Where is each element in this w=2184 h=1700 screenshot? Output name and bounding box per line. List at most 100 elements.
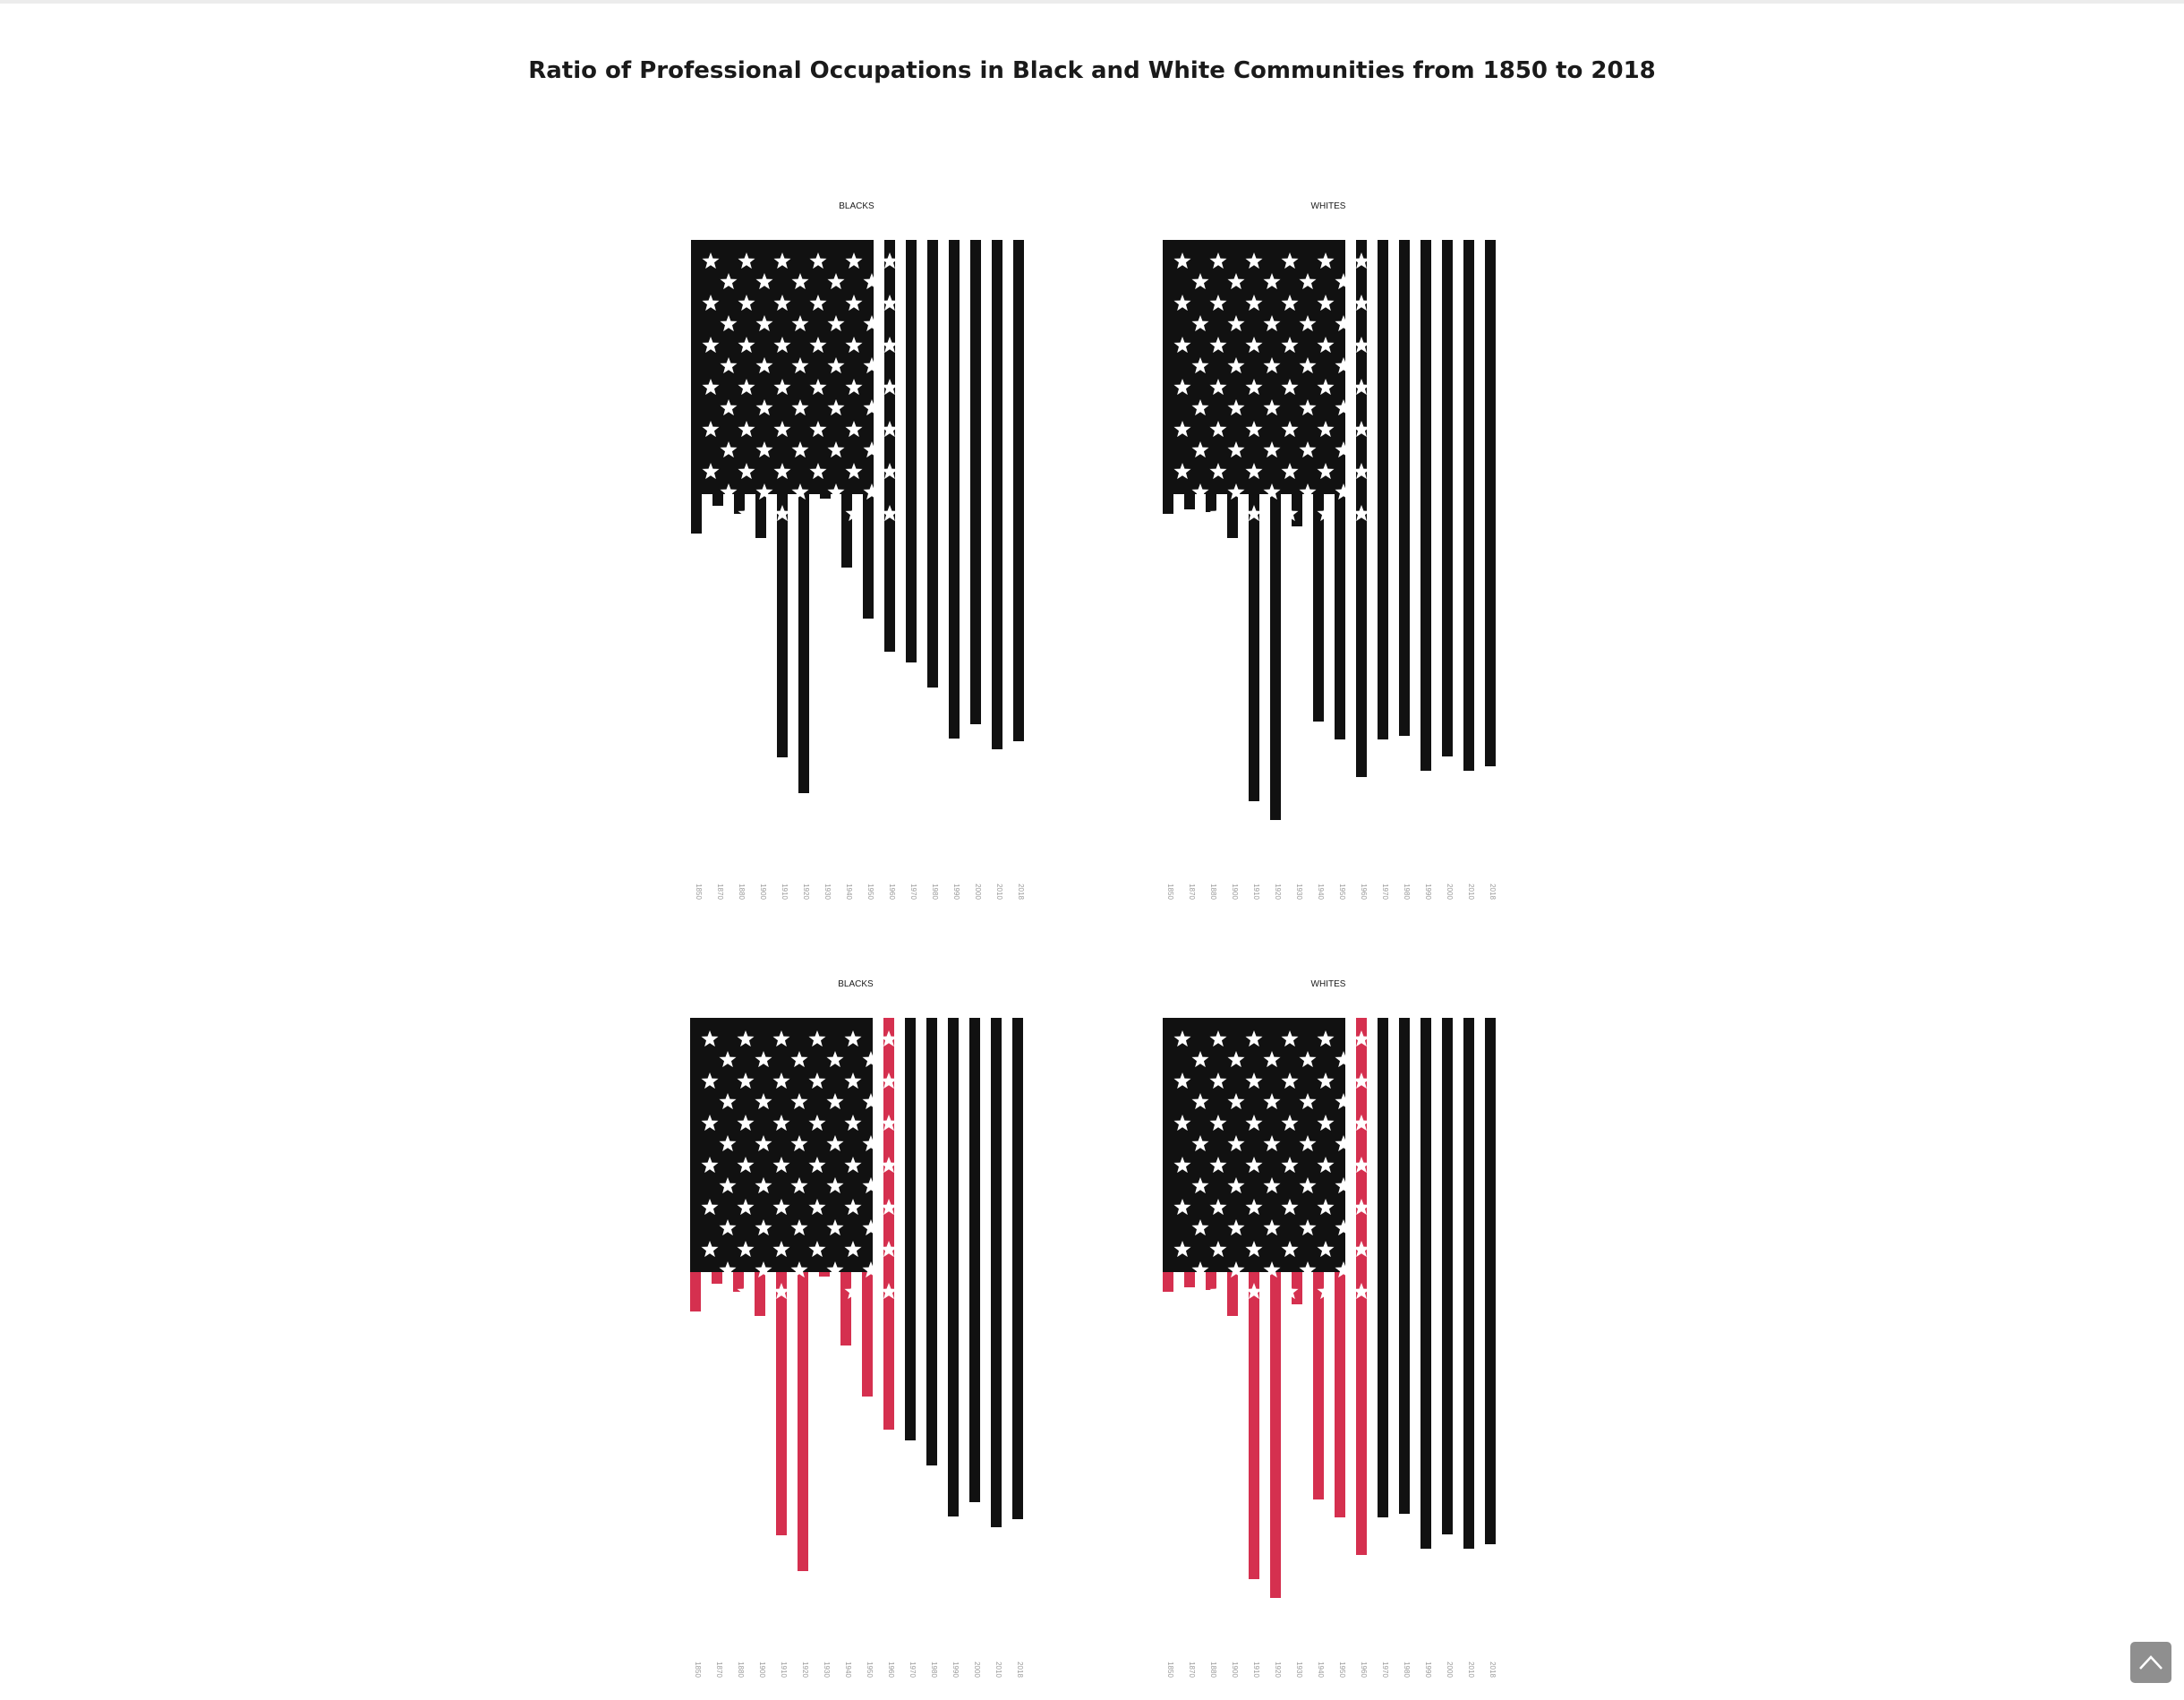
year-label-1930: 1930 (1295, 884, 1303, 900)
year-label-1920: 1920 (1274, 884, 1282, 900)
year-label-1970: 1970 (1381, 884, 1389, 900)
star (1352, 252, 1370, 269)
star (772, 1241, 790, 1258)
star (1281, 505, 1299, 522)
bar-1930 (1292, 494, 1302, 526)
bar-1880 (1206, 1272, 1216, 1290)
year-label-1940: 1940 (844, 1662, 852, 1678)
year-label-1920: 1920 (802, 884, 810, 900)
star (1299, 483, 1317, 500)
bar-1980 (927, 240, 938, 688)
star (1281, 1199, 1299, 1216)
star (701, 1115, 719, 1132)
star (808, 1072, 826, 1089)
star (1245, 1030, 1263, 1047)
star (826, 1135, 844, 1152)
star (1317, 1115, 1335, 1132)
star (773, 421, 791, 438)
year-label-1950: 1950 (866, 884, 874, 900)
star (1281, 252, 1299, 269)
star (1173, 421, 1191, 438)
year-label-1870: 1870 (1188, 884, 1196, 900)
year-label-1980: 1980 (930, 1662, 938, 1678)
star (755, 399, 773, 416)
star (862, 1093, 880, 1110)
star (1263, 441, 1281, 458)
star (880, 1199, 898, 1216)
star (773, 463, 791, 480)
bar-2018 (1012, 1018, 1023, 1519)
star (773, 252, 791, 269)
star (772, 1030, 790, 1047)
bar-1910 (776, 1272, 787, 1535)
year-label-1850: 1850 (695, 884, 703, 900)
year-label-1910: 1910 (781, 884, 789, 900)
star (791, 483, 809, 500)
year-label-2000: 2000 (973, 1662, 981, 1678)
star (790, 1093, 808, 1110)
star (1299, 357, 1317, 374)
year-label-2010: 2010 (1467, 1662, 1475, 1678)
star (773, 337, 791, 354)
year-label-1950: 1950 (1338, 884, 1346, 900)
star (880, 1030, 898, 1047)
canton-stars (701, 1030, 898, 1300)
star (1245, 1157, 1263, 1174)
star (808, 1283, 826, 1300)
star (827, 441, 845, 458)
year-label-1900: 1900 (758, 1662, 766, 1678)
star (880, 1241, 898, 1258)
star (772, 1072, 790, 1089)
year-label-1910: 1910 (780, 1662, 788, 1678)
star (702, 463, 720, 480)
scroll-to-top-button[interactable] (2130, 1642, 2171, 1683)
star (701, 1199, 719, 1216)
year-label-1870: 1870 (716, 884, 724, 900)
star (1263, 357, 1281, 374)
star (1299, 1177, 1317, 1194)
bar-1920 (798, 1272, 808, 1571)
star (702, 505, 720, 522)
star (738, 421, 755, 438)
bar-1850 (1163, 494, 1173, 514)
star (1281, 379, 1299, 396)
star (863, 357, 881, 374)
star (1173, 252, 1191, 269)
bar-1950 (1335, 1272, 1345, 1517)
star (826, 1219, 844, 1236)
panel-label: BLACKS (838, 979, 874, 989)
star (1191, 357, 1209, 374)
star (702, 421, 720, 438)
star (881, 337, 899, 354)
star (1191, 1219, 1209, 1236)
star (844, 1241, 862, 1258)
canton-stars (702, 252, 899, 522)
star (1299, 1093, 1317, 1110)
bar-1930 (1292, 1272, 1302, 1304)
star (1191, 1093, 1209, 1110)
year-label-2010: 2010 (994, 1662, 1002, 1678)
year-label-1880: 1880 (1209, 884, 1217, 900)
star (755, 1051, 772, 1068)
star (720, 357, 738, 374)
star (737, 1241, 755, 1258)
star (1209, 337, 1227, 354)
star (1263, 483, 1281, 500)
star (1209, 1030, 1227, 1047)
star (1191, 1135, 1209, 1152)
star (720, 483, 738, 500)
star (863, 273, 881, 290)
year-label-1950: 1950 (1338, 1662, 1346, 1678)
star (773, 505, 791, 522)
star (1317, 1199, 1335, 1216)
bar-1940 (1313, 1272, 1324, 1499)
star (1173, 505, 1191, 522)
star (1317, 463, 1335, 480)
star (738, 295, 755, 312)
star (1191, 1261, 1209, 1278)
star (1245, 252, 1263, 269)
star (701, 1241, 719, 1258)
star (755, 441, 773, 458)
year-label-1850: 1850 (694, 1662, 702, 1678)
star (702, 252, 720, 269)
